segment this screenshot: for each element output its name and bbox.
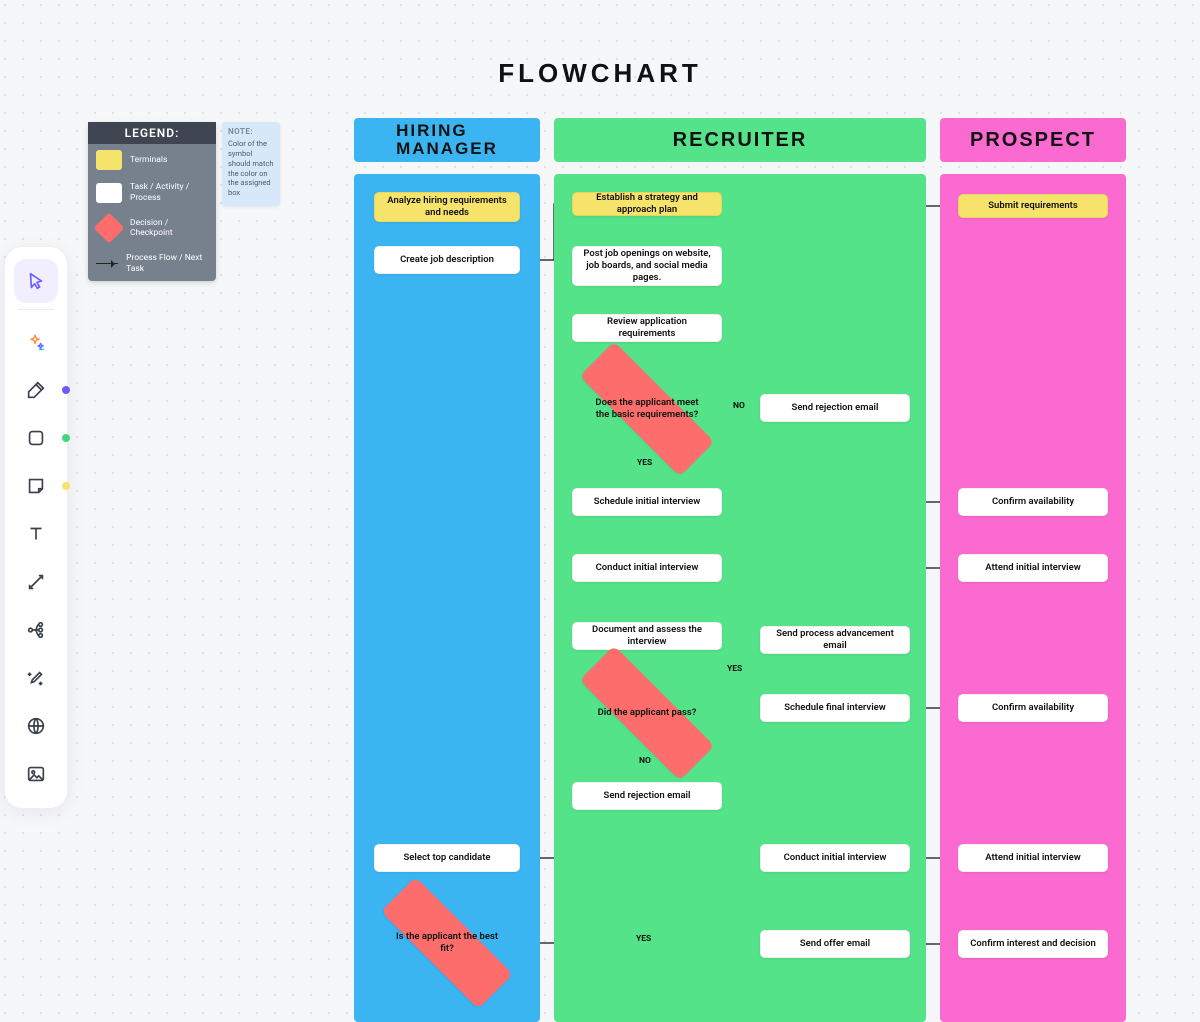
edge-label: NO <box>639 756 651 766</box>
flow-node[interactable]: Does the applicant meet the basic requir… <box>572 374 722 444</box>
edge-label: YES <box>637 458 652 468</box>
legend-row: Task / Activity / Process <box>88 176 216 209</box>
lane-body-hm[interactable] <box>354 174 540 1022</box>
legend-row: Decision / Checkpoint <box>88 209 216 247</box>
legend-note-title: NOTE: <box>228 127 274 137</box>
legend-row: Process Flow / Next Task <box>88 247 216 280</box>
legend-card[interactable]: LEGEND: Terminals Task / Activity / Proce… <box>88 122 216 281</box>
text-tool[interactable] <box>14 512 58 556</box>
edge-label: YES <box>636 934 651 944</box>
lane-header-pros[interactable]: PROSPECT <box>940 118 1126 162</box>
flow-node[interactable]: Attend initial interview <box>958 554 1108 582</box>
flow-node[interactable]: Create job description <box>374 246 520 274</box>
ai-tool[interactable] <box>14 320 58 364</box>
flow-node[interactable]: Schedule final interview <box>760 694 910 722</box>
toolbar <box>4 246 68 809</box>
flow-node[interactable]: Send process advancement email <box>760 626 910 654</box>
flow-node[interactable]: Send offer email <box>760 930 910 958</box>
pen-tool[interactable] <box>14 368 58 412</box>
lane-body-rec[interactable] <box>554 174 926 1022</box>
flow-node[interactable]: Did the applicant pass? <box>572 678 722 748</box>
web-tool[interactable] <box>14 704 58 748</box>
flow-node[interactable]: Send rejection email <box>760 394 910 422</box>
effects-tool[interactable] <box>14 656 58 700</box>
lane-header-rec[interactable]: RECRUITER <box>554 118 926 162</box>
legend-label: Process Flow / Next Task <box>126 253 208 274</box>
mindmap-tool[interactable] <box>14 608 58 652</box>
flow-node[interactable]: Conduct initial interview <box>760 844 910 872</box>
flow-node[interactable]: Attend initial interview <box>958 844 1108 872</box>
canvas[interactable]: FLOWCHART LEGEND: Terminals Task / Activi… <box>0 0 1200 1022</box>
legend-label: Terminals <box>130 155 167 166</box>
image-tool[interactable] <box>14 752 58 796</box>
edge-label: YES <box>727 664 742 674</box>
page-title: FLOWCHART <box>0 58 1200 89</box>
legend-header: LEGEND: <box>88 122 216 144</box>
flow-node[interactable]: Submit requirements <box>958 194 1108 218</box>
flow-node[interactable]: Establish a strategy and approach plan <box>572 192 722 216</box>
flow-node[interactable]: Conduct initial interview <box>572 554 722 582</box>
flow-node[interactable]: Analyze hiring requirements and needs <box>374 192 520 222</box>
lane-header-hm[interactable]: HIRINGMANAGER <box>354 118 540 162</box>
flow-node[interactable]: Document and assess the interview <box>572 622 722 650</box>
lane-body-pros[interactable] <box>940 174 1126 1022</box>
flow-node[interactable]: Is the applicant the best fit? <box>374 908 520 978</box>
select-tool[interactable] <box>14 259 58 303</box>
legend-label: Task / Activity / Process <box>130 182 208 203</box>
flow-node[interactable]: Confirm availability <box>958 488 1108 516</box>
flow-node[interactable]: Post job openings on website, job boards… <box>572 246 722 286</box>
legend-note[interactable]: NOTE: Color of the symbol should match t… <box>222 122 280 206</box>
shape-tool[interactable] <box>14 416 58 460</box>
flow-node[interactable]: Confirm availability <box>958 694 1108 722</box>
legend-note-text: Color of the symbol should match the col… <box>228 139 274 197</box>
connector-tool[interactable] <box>14 560 58 604</box>
flow-node[interactable]: Review application requirements <box>572 314 722 342</box>
legend-row: Terminals <box>88 144 216 176</box>
sticky-tool[interactable] <box>14 464 58 508</box>
flow-node[interactable]: Send rejection email <box>572 782 722 810</box>
edge-label: NO <box>733 401 745 411</box>
flow-node[interactable]: Select top candidate <box>374 844 520 872</box>
swimlanes: HIRINGMANAGER RECRUITER PROSPECT Analyze hi… <box>354 118 1155 1022</box>
flow-node[interactable]: Schedule initial interview <box>572 488 722 516</box>
legend-label: Decision / Checkpoint <box>130 218 208 239</box>
flow-node[interactable]: Confirm interest and decision <box>958 930 1108 958</box>
